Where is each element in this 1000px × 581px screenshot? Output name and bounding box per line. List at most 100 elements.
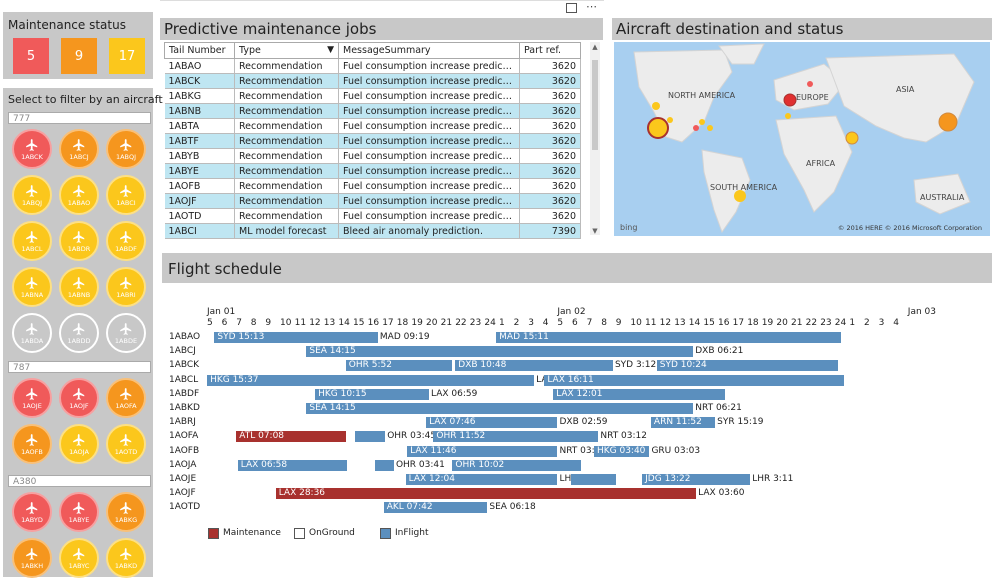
airplane-icon [72,276,86,290]
inflight-bar[interactable] [345,360,453,372]
aircraft-filter-button[interactable]: 1ABCL [12,221,52,261]
aircraft-tail-label: 1ABCJ [69,152,89,161]
aircraft-filter-button[interactable]: 1ABQJ [106,129,146,169]
maintenance-bar[interactable] [236,431,346,443]
col-message-summary[interactable]: MessageSummary [338,42,520,59]
aircraft-filter-button[interactable]: 1ABKH [12,538,52,578]
aircraft-filter-button[interactable]: 1ABDF [106,221,146,261]
inflight-bar[interactable] [237,459,348,471]
table-row[interactable]: 1ABYE Recommendation Fuel consumption incr… [164,163,581,179]
aircraft-group-label[interactable]: A380 [8,475,151,487]
inflight-bar[interactable] [374,459,394,471]
status-count-box[interactable]: 17 [109,38,145,74]
col-tail-number[interactable]: Tail Number [164,42,235,59]
aircraft-filter-button[interactable]: 1AOJF [59,378,99,418]
aircraft-filter-button[interactable]: 1ABRI [106,267,146,307]
aircraft-filter-button[interactable]: 1AOJE [12,378,52,418]
aircraft-filter-button[interactable]: 1AOFA [106,378,146,418]
inflight-bar[interactable] [433,431,599,443]
inflight-bar[interactable] [383,502,488,514]
inflight-bar[interactable] [315,388,429,400]
aircraft-filter-button[interactable]: 1ABCJ [59,129,99,169]
maintenance-bar[interactable] [275,488,697,500]
table-row[interactable]: 1ABTF Recommendation Fuel consumption incr… [164,133,581,149]
sort-desc-icon[interactable]: ▼ [327,45,334,55]
aircraft-tail-label: 1ABQJ [115,152,137,161]
hour-tick-label: 8 [601,318,607,328]
table-row[interactable]: 1ABKG Recommendation Fuel consumption incr… [164,88,581,104]
aircraft-filter-button[interactable]: 1ABDE [106,313,146,353]
aircraft-filter-button[interactable]: 1ABDR [59,221,99,261]
bar-start-label: SEA 14:15 [309,346,356,357]
inflight-bar[interactable] [207,374,535,386]
table-row[interactable]: 1AOJF Recommendation Fuel consumption incr… [164,193,581,209]
hour-tick-label: 1 [849,318,856,328]
table-row[interactable]: 1ABNB Recommendation Fuel consumption incr… [164,103,581,119]
inflight-bar[interactable] [354,431,386,443]
bar-start-label: LAX 07:46 [429,417,476,428]
status-count-box[interactable]: 5 [13,38,49,74]
col-part-ref[interactable]: Part ref. [519,42,581,59]
aircraft-filter-button[interactable]: 1ABNA [12,267,52,307]
aircraft-filter-button[interactable]: 1AOTD [106,424,146,464]
aircraft-filter-button[interactable]: 1AOJA [59,424,99,464]
inflight-bar[interactable] [553,388,726,400]
inflight-bar[interactable] [306,403,694,414]
status-count-box[interactable]: 9 [61,38,97,74]
inflight-bar[interactable] [452,459,581,471]
bar-start-label: HKG 10:15 [318,388,367,399]
more-options-icon[interactable]: ⋯ [586,0,597,13]
inflight-bar[interactable] [642,474,751,485]
aircraft-filter-button[interactable]: 1ABCI [106,175,146,215]
aircraft-filter-button[interactable]: 1ABYE [59,492,99,532]
aircraft-filter-button[interactable]: 1ABCK [12,129,52,169]
inflight-bar[interactable] [214,332,378,343]
jobs-scrollbar[interactable]: ▲ ▼ [590,42,600,235]
aircraft-group-label[interactable]: 787 [8,361,151,373]
world-map[interactable]: NORTH AMERICA EUROPE ASIA AFRICA SOUTH A… [614,42,990,236]
aircraft-filter-button[interactable]: 1ABAO [59,175,99,215]
aircraft-filter-button[interactable]: 1ABKG [106,492,146,532]
table-row[interactable]: 1ABYB Recommendation Fuel consumption incr… [164,148,581,164]
map-label-africa: AFRICA [806,159,836,168]
aircraft-tail-label: 1AOFA [115,401,137,410]
inflight-bar[interactable] [544,374,844,386]
scroll-down-icon[interactable]: ▼ [592,227,598,235]
scroll-up-icon[interactable]: ▲ [592,43,598,51]
table-row[interactable]: 1ABTA Recommendation Fuel consumption incr… [164,118,581,134]
aircraft-filter-button[interactable]: 1ABYD [12,492,52,532]
inflight-bar[interactable] [426,417,558,429]
aircraft-filter-button[interactable]: 1ABDD [59,313,99,353]
cell-part-ref: 3620 [519,88,581,104]
inflight-bar[interactable] [650,417,716,429]
col-type[interactable]: Type ▼ [234,42,339,59]
cell-part-ref: 3620 [519,58,581,74]
inflight-bar[interactable] [570,474,616,485]
aircraft-filter-button[interactable]: 1ABYC [59,538,99,578]
aircraft-tail-label: 1ABCI [116,198,136,207]
scroll-thumb[interactable] [592,60,598,150]
cell-message-summary: Fuel consumption increase predict... [338,103,520,119]
inflight-bar[interactable] [405,474,558,485]
table-row[interactable]: 1AOTD Recommendation Fuel consumption incr… [164,208,581,224]
aircraft-filter-button[interactable]: 1ABNB [59,267,99,307]
bar-start-label: LAX 16:11 [547,374,594,385]
focus-mode-icon[interactable] [566,3,577,13]
aircraft-group-label[interactable]: 777 [8,112,151,124]
inflight-bar[interactable] [656,360,838,372]
table-row[interactable]: 1AOFB Recommendation Fuel consumption incr… [164,178,581,194]
aircraft-filter-button[interactable]: 1ABQJ [12,175,52,215]
inflight-bar[interactable] [306,346,694,358]
inflight-bar[interactable] [496,332,841,343]
table-row[interactable]: 1ABCI ML model forecast Bleed air anomaly … [164,223,581,239]
inflight-bar[interactable] [455,360,613,372]
aircraft-filter-button[interactable]: 1ABDA [12,313,52,353]
aircraft-filter-button[interactable]: 1ABKD [106,538,146,578]
table-row[interactable]: 1ABCK Recommendation Fuel consumption incr… [164,73,581,89]
inflight-bar[interactable] [407,445,558,457]
aircraft-filter-button[interactable]: 1AOFB [12,424,52,464]
table-row[interactable]: 1ABAO Recommendation Fuel consumption incr… [164,58,581,74]
hour-tick-label: 2 [864,318,870,328]
airplane-icon [25,547,39,561]
inflight-bar[interactable] [593,445,650,457]
